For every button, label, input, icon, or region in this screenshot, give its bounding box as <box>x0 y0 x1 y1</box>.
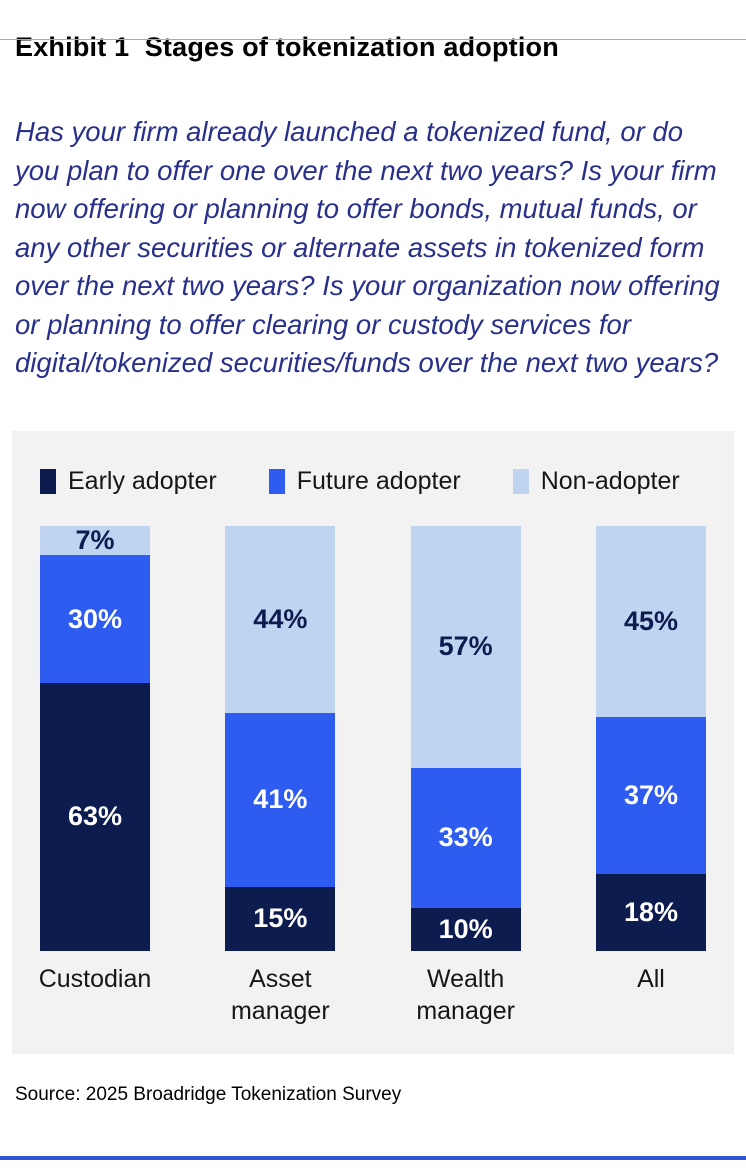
legend-item: Non-adopter <box>512 466 680 496</box>
legend-label: Early adopter <box>68 466 217 495</box>
bar-column: 7% 30% 63% Custodian <box>39 524 151 1028</box>
bar-value-label: 41% <box>253 784 308 815</box>
legend-label: Future adopter <box>296 466 461 495</box>
bar-value-label: 33% <box>438 822 493 853</box>
bar-segment: 10% <box>410 908 521 951</box>
chart-legend: Early adopter Future adopter Non-adopter <box>40 467 706 496</box>
stacked-bar: 57% 33% 10% <box>410 525 521 951</box>
bar-value-label: 45% <box>623 605 678 636</box>
bar-segment: 41% <box>225 712 336 887</box>
exhibit-page: Exhibit 1 Stages of tokenization adoptio… <box>0 32 746 1160</box>
bar-value-label: 57% <box>438 631 493 662</box>
bar-segment: 45% <box>595 525 706 717</box>
exhibit-title: Exhibit 1 Stages of tokenization adoptio… <box>15 32 559 62</box>
bar-value-label: 7% <box>75 524 115 555</box>
legend-swatch-icon <box>512 468 529 494</box>
bar-segment: 37% <box>595 716 706 874</box>
category-label: Asset manager <box>230 964 330 1026</box>
bar-value-label: 30% <box>67 603 123 634</box>
bar-segment: 33% <box>410 767 521 908</box>
legend-item: Future adopter <box>268 466 461 496</box>
category-label: Custodian <box>38 964 152 993</box>
bar-value-label: 63% <box>67 801 123 832</box>
stacked-bar: 44% 41% 15% <box>225 525 336 951</box>
bar-segment: 63% <box>40 682 150 951</box>
bottom-rule <box>0 1156 746 1160</box>
bar-segment: 15% <box>225 886 336 951</box>
legend-label: Non-adopter <box>540 466 680 495</box>
legend-swatch-icon <box>40 468 56 494</box>
bar-value-label: 10% <box>438 913 493 944</box>
category-label: Wealth manager <box>416 964 515 1026</box>
bar-segment: 44% <box>225 525 336 713</box>
bar-column: 44% 41% 15% Asset manager <box>225 525 336 1028</box>
legend-item: Early adopter <box>40 467 217 496</box>
stacked-bar: 45% 37% 18% <box>595 525 706 951</box>
legend-swatch-icon <box>268 468 285 494</box>
bar-segment: 30% <box>40 555 150 683</box>
bar-value-label: 15% <box>253 903 308 934</box>
category-label: All <box>637 964 665 993</box>
bar-segment: 7% <box>40 524 150 556</box>
bar-segment: 57% <box>410 525 521 768</box>
bar-value-label: 18% <box>623 896 678 927</box>
bar-chart: 7% 30% 63% Custodian 44% 41% 15% Asset manager 5… <box>39 524 706 1028</box>
source-note: Source: 2025 Broadridge Tokenization Sur… <box>15 1083 402 1105</box>
bar-segment: 18% <box>595 874 706 951</box>
bar-column: 45% 37% 18% All <box>595 525 706 1028</box>
survey-question: Has your firm already launched a tokeniz… <box>15 116 720 378</box>
bar-column: 57% 33% 10% Wealth manager <box>410 525 521 1028</box>
bar-value-label: 37% <box>623 779 678 810</box>
bar-value-label: 44% <box>253 603 308 634</box>
chart-panel: Early adopter Future adopter Non-adopter 7… <box>12 430 734 1054</box>
top-rule <box>0 39 746 40</box>
stacked-bar: 7% 30% 63% <box>40 524 150 951</box>
